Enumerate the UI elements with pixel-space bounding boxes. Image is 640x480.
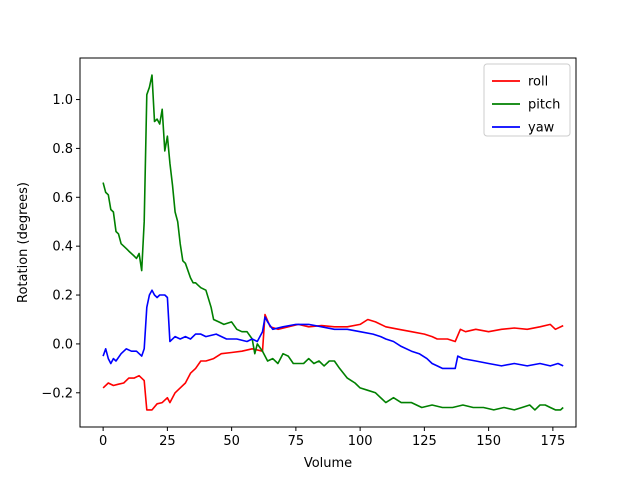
y-tick-label: −0.2 [41,386,73,401]
plot-area [102,74,564,411]
y-axis-ticks: −0.2 0.0 0.2 0.4 0.6 0.8 1.0 [41,93,80,401]
y-tick-label: 0.2 [52,289,73,304]
x-axis-label: Volume [304,456,352,471]
series-line-pitch [102,74,564,411]
legend-box [483,63,571,137]
x-tick-label: 75 [288,434,305,449]
x-tick-label: 50 [223,434,240,449]
x-tick-label: 25 [159,434,176,449]
y-axis-label: Rotation (degrees) [16,182,31,303]
legend-label-yaw: yaw [528,121,555,136]
x-tick-label: 100 [348,434,373,449]
x-tick-label: 175 [540,434,565,449]
y-tick-label: 0.4 [52,240,73,255]
series-line-yaw [102,289,564,370]
legend-label-pitch: pitch [528,98,560,113]
y-tick-label: 0.6 [52,191,73,206]
y-tick-label: 1.0 [52,93,73,108]
series-lines [102,74,564,411]
x-tick-label: 0 [99,434,107,449]
y-tick-label: 0.0 [52,337,73,352]
y-tick-label: 0.8 [52,142,73,157]
legend: roll pitch yaw [483,63,571,137]
legend-label-roll: roll [528,75,548,90]
x-axis-ticks: 0 25 50 75 100 125 150 175 [99,427,565,449]
x-tick-label: 150 [476,434,501,449]
x-tick-label: 125 [412,434,437,449]
axes-frame [79,57,577,428]
